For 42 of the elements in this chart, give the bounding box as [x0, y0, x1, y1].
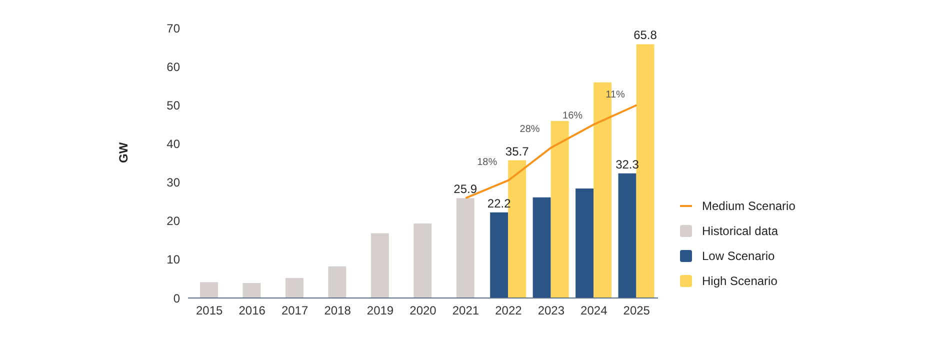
legend-label: Historical data	[702, 224, 778, 238]
x-tick-label: 2022	[495, 304, 522, 318]
x-tick-label: 2025	[623, 304, 650, 318]
x-tick-label: 2021	[452, 304, 480, 318]
bar	[576, 188, 594, 298]
annotation: 28%	[520, 124, 540, 136]
x-tick-label: 2020	[410, 304, 437, 318]
y-tick-label: 30	[166, 176, 180, 190]
data-label: 65.8	[634, 28, 658, 42]
x-tick-label: 2015	[196, 304, 224, 318]
bar	[456, 198, 474, 298]
legend-label: High Scenario	[702, 274, 778, 288]
y-tick-label: 20	[166, 214, 180, 228]
bar	[532, 197, 551, 298]
y-tick-label: 10	[166, 252, 180, 267]
x-tick-label: 2016	[238, 304, 266, 318]
x-tick-label: 2024	[580, 304, 608, 318]
data-label: 35.7	[505, 144, 530, 158]
bar	[490, 212, 508, 298]
legend-label: Low Scenario	[702, 248, 775, 262]
bar	[370, 233, 389, 298]
data-label: 25.9	[454, 182, 478, 196]
y-axis-title: GW	[116, 142, 130, 163]
annotation: 18%	[477, 156, 498, 168]
bar	[618, 173, 636, 298]
bar	[550, 120, 569, 298]
bar	[285, 278, 304, 298]
y-tick-label: 40	[166, 136, 180, 151]
y-tick-label: 70	[166, 21, 180, 36]
bar	[328, 266, 346, 298]
annotation: 16%	[562, 110, 583, 122]
x-tick-label: 2018	[324, 304, 352, 318]
bar	[414, 224, 432, 298]
bar	[242, 282, 261, 298]
legend-label: Medium Scenario	[702, 198, 796, 212]
x-tick-label: 2017	[281, 304, 308, 318]
y-tick-label: 0	[173, 291, 180, 306]
x-tick-label: 2019	[366, 304, 394, 318]
y-tick-label: 50	[166, 98, 180, 112]
bar	[200, 282, 218, 298]
y-tick-label: 60	[166, 60, 180, 74]
x-tick-label: 2023	[538, 304, 565, 318]
